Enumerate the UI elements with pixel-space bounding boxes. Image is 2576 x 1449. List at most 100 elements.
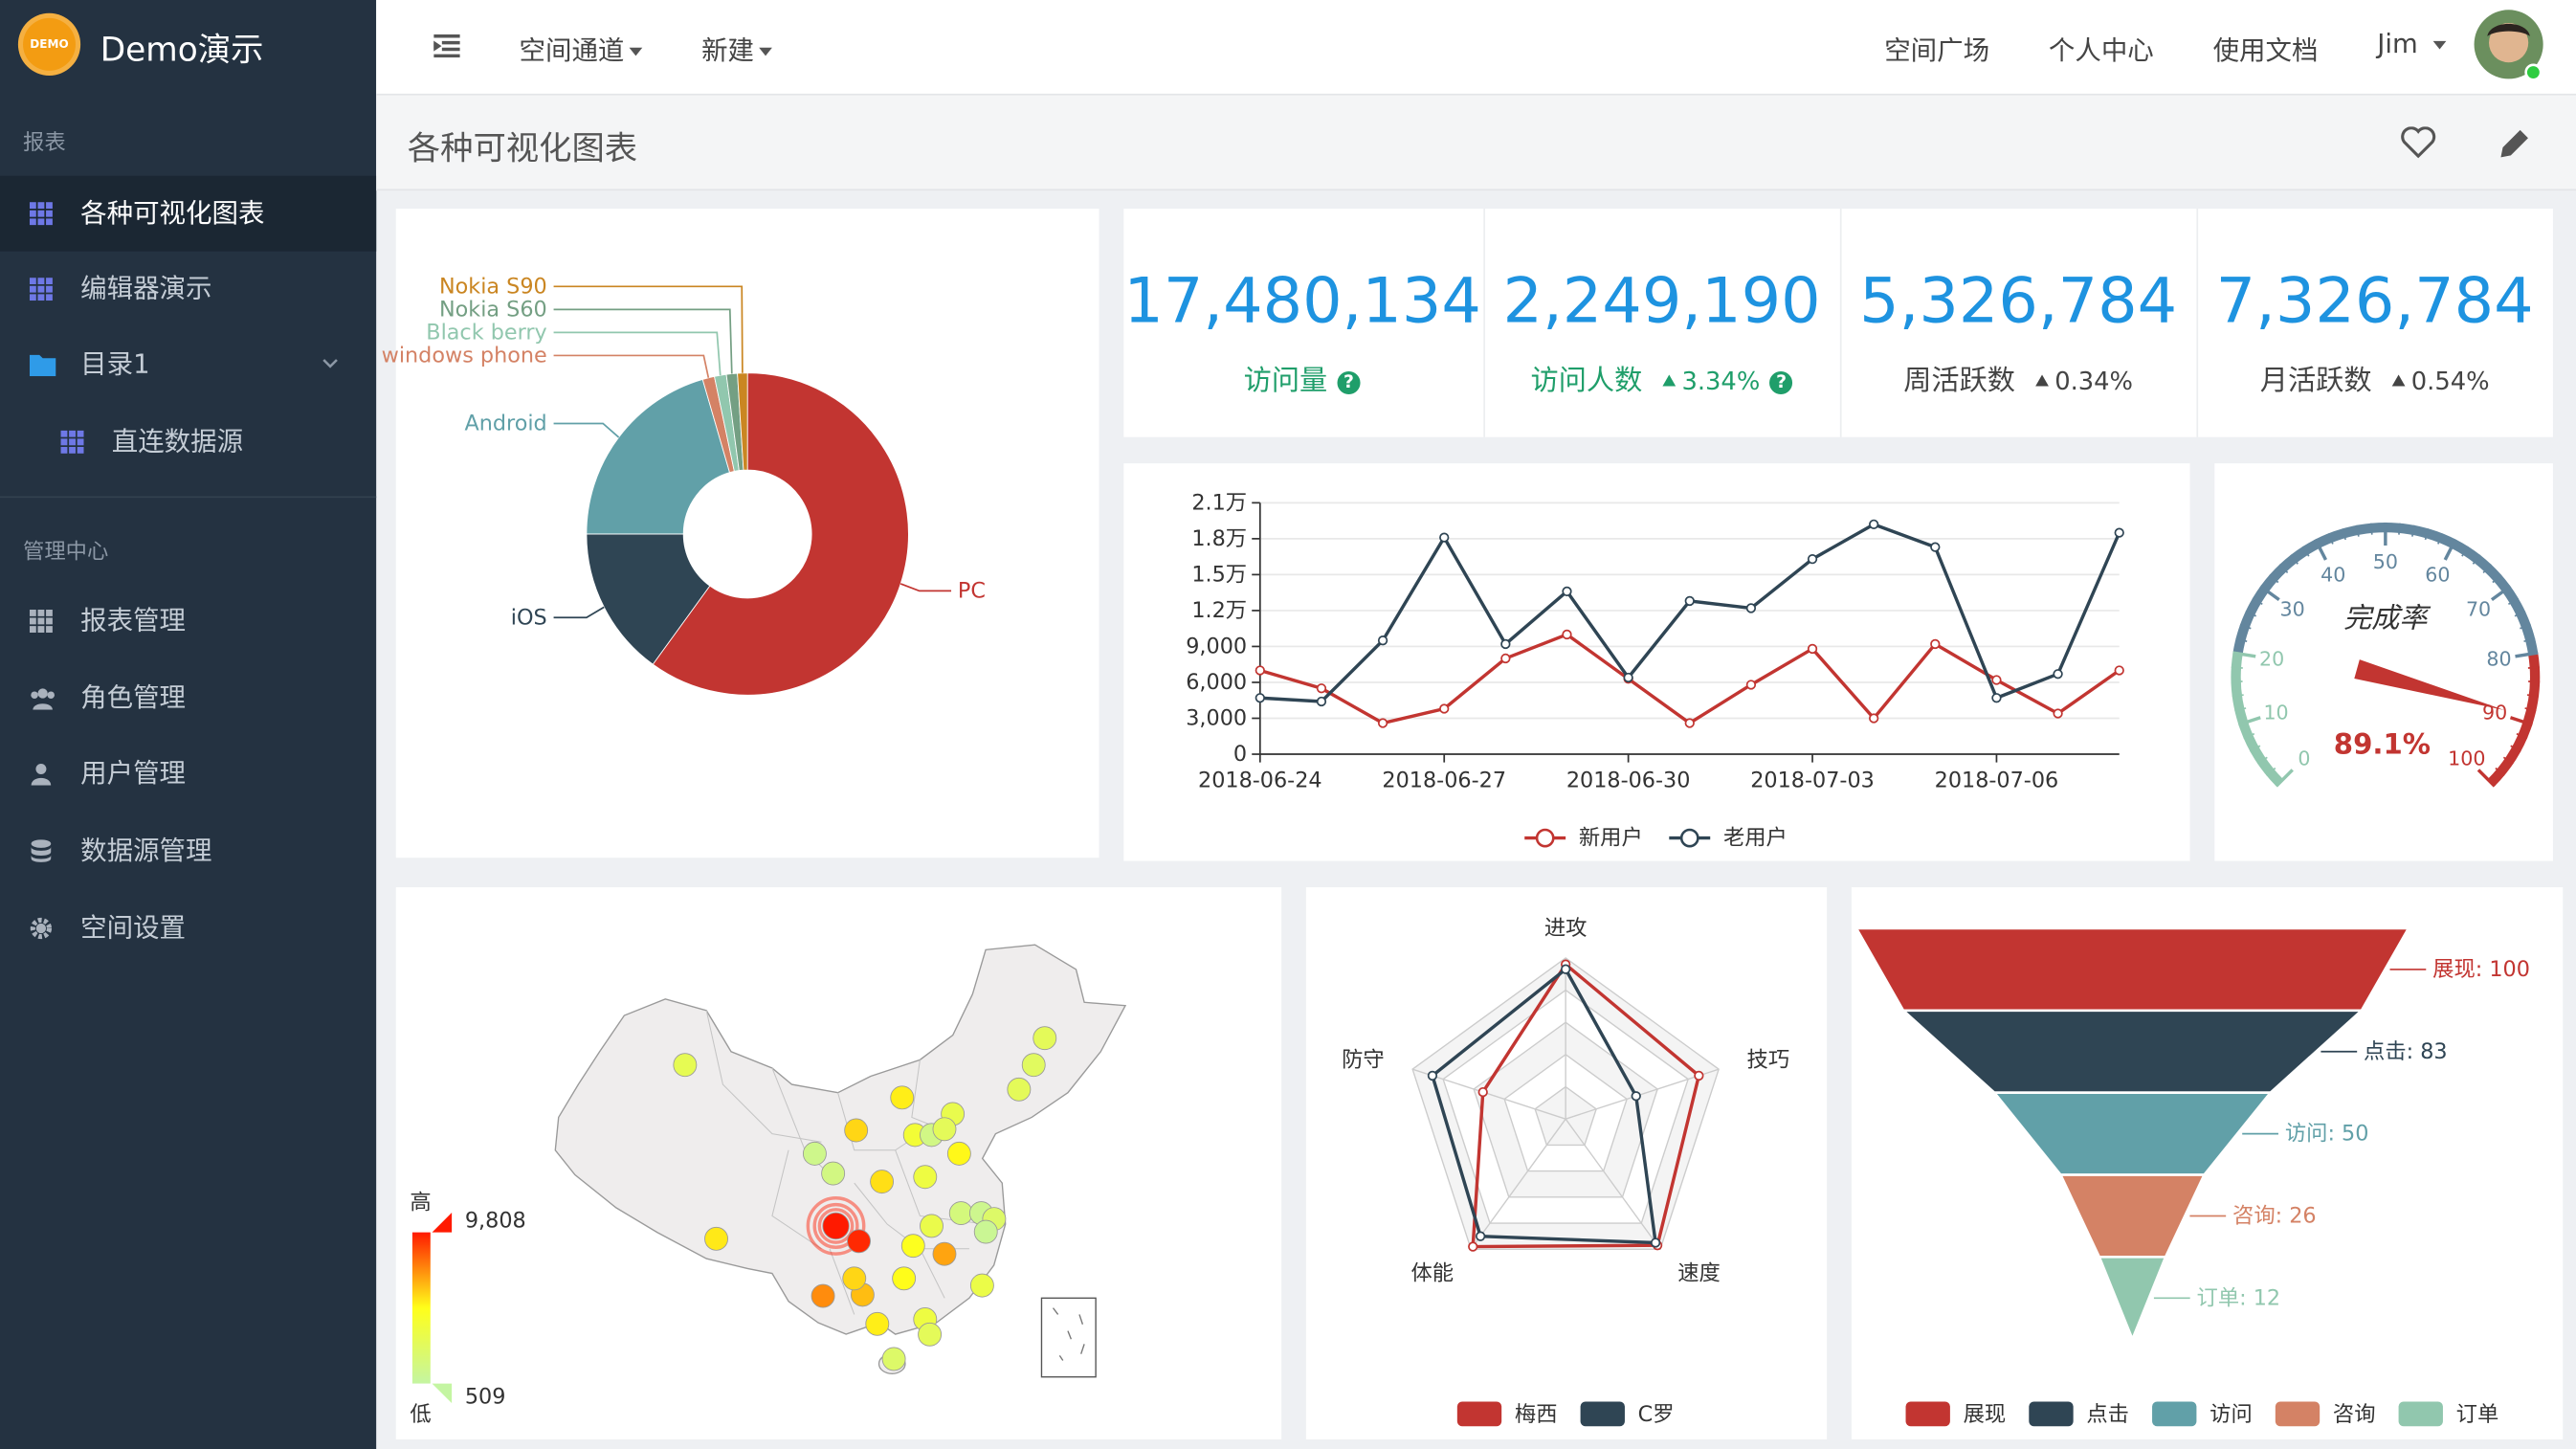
gauge-minor-tick xyxy=(2520,623,2531,630)
logo[interactable]: DEMO xyxy=(23,17,76,71)
user-icon xyxy=(31,763,52,786)
gauge-title: 完成率 xyxy=(2343,602,2431,635)
top-link[interactable]: 空间广场 xyxy=(1884,34,1990,66)
y-tick-label: 2.1万 xyxy=(1191,490,1247,515)
menu-dropdown[interactable]: 空间通道 xyxy=(520,28,643,67)
top-link[interactable]: 个人中心 xyxy=(2048,34,2154,66)
y-tick-label: 1.2万 xyxy=(1191,598,1247,623)
radar-indicator: 速度 xyxy=(1677,1260,1721,1285)
leader-line xyxy=(553,331,722,376)
up-arrow xyxy=(1661,374,1676,387)
stat-label-row: 访问人数 3.34%? xyxy=(1483,357,1840,398)
edit-button[interactable] xyxy=(2498,126,2531,159)
legend-label: 咨询 xyxy=(2333,1402,2376,1427)
funnel-segment xyxy=(1899,1009,2365,1094)
nav-item[interactable]: 角色管理 xyxy=(0,660,376,736)
gauge-minor-tick xyxy=(2524,707,2537,712)
gauge-tick-label: 30 xyxy=(2280,598,2305,621)
grid-icon xyxy=(29,202,53,226)
nav-item[interactable]: 编辑器演示 xyxy=(0,252,376,327)
gauge-minor-tick xyxy=(2243,732,2255,740)
funnel-label: 订单: 12 xyxy=(2197,1285,2281,1310)
gauge-split xyxy=(2490,585,2512,601)
pie-slice xyxy=(737,372,748,471)
y-tick-label: 0 xyxy=(1233,742,1247,767)
gauge-tick-label: 0 xyxy=(2298,747,2310,769)
nav-label: 直连数据源 xyxy=(111,425,244,457)
stat-change: 0.34% xyxy=(2054,366,2134,396)
stat-change: 3.34% xyxy=(1681,366,1761,396)
visual-map-high: 高 xyxy=(410,1191,431,1215)
gauge-split xyxy=(2476,769,2497,788)
pie-label: iOS xyxy=(511,605,547,630)
radar-point xyxy=(1560,964,1571,974)
nav-item[interactable]: 数据源管理 xyxy=(0,814,376,889)
gauge-minor-tick xyxy=(2250,745,2261,752)
gauge-minor-tick xyxy=(2527,666,2540,669)
radar-point xyxy=(1650,1237,1661,1248)
icon-shape xyxy=(60,430,84,454)
funnel-segment xyxy=(2058,1173,2207,1259)
leader-line xyxy=(553,354,710,378)
map-point xyxy=(865,1311,890,1336)
menu-dropdown[interactable]: 新建 xyxy=(701,28,772,67)
nav-item[interactable]: 目录1 xyxy=(0,327,376,403)
favorite-button[interactable] xyxy=(2400,126,2436,159)
divider xyxy=(0,496,377,499)
nav-item[interactable]: 用户管理 xyxy=(0,736,376,812)
stat-label: 访问人数 xyxy=(1530,365,1643,398)
map-point xyxy=(913,1165,938,1190)
top-link[interactable]: 使用文档 xyxy=(2212,34,2319,66)
line-point xyxy=(1377,718,1388,728)
leader-line xyxy=(553,606,605,619)
x-tick-label: 2018-07-06 xyxy=(1935,768,2059,792)
separator xyxy=(1483,209,1486,437)
pie-label: Black berry xyxy=(426,320,546,345)
gauge-value: 89.1% xyxy=(2334,728,2431,761)
menu-toggle[interactable] xyxy=(433,34,460,58)
funnel-label: 点击: 83 xyxy=(2364,1039,2448,1064)
stat: 5,326,784 周活跃数 0.34% xyxy=(1840,209,2197,437)
line-point xyxy=(1316,683,1327,694)
pie-slice xyxy=(586,378,731,535)
help-icon[interactable]: ? xyxy=(1769,371,1793,395)
gauge-minor-tick xyxy=(2234,707,2247,712)
user-menu[interactable]: Jim xyxy=(2377,28,2446,59)
legend-label: 订单 xyxy=(2456,1402,2499,1427)
x-tick-label: 2018-06-24 xyxy=(1198,768,1322,792)
legend-swatch xyxy=(2152,1401,2197,1427)
user-name: Jim xyxy=(2377,28,2418,59)
avatar-face xyxy=(2489,23,2529,63)
avatar[interactable] xyxy=(2473,9,2548,84)
brand[interactable]: Demo演示 xyxy=(100,29,264,70)
gauge-minor-tick xyxy=(2523,637,2536,643)
nav-item[interactable]: 空间设置 xyxy=(0,891,376,967)
nav-item[interactable]: 直连数据源 xyxy=(0,404,376,479)
map-point xyxy=(673,1053,698,1078)
inset-islands xyxy=(1052,1307,1085,1361)
line-point xyxy=(2114,665,2124,676)
visual-map-min: 509 xyxy=(465,1384,506,1409)
funnel-segment xyxy=(2097,1256,2167,1343)
visual-map-bar xyxy=(411,1232,431,1384)
gauge-tick-label: 60 xyxy=(2425,563,2450,586)
stat-label-row: 访问量? xyxy=(1123,357,1480,398)
pie-label: PC xyxy=(958,578,986,603)
map-point xyxy=(870,1170,895,1194)
nav-item[interactable]: 各种可视化图表 xyxy=(0,175,377,252)
map-point xyxy=(847,1229,872,1254)
nav-item[interactable]: 报表管理 xyxy=(0,583,376,658)
stat-label: 访问量 xyxy=(1243,365,1328,398)
radar-axis xyxy=(1565,1068,1720,1120)
help-icon[interactable]: ? xyxy=(1337,371,1361,395)
legend-label: 点击 xyxy=(2086,1402,2129,1427)
x-tick-label: 2018-07-03 xyxy=(1750,768,1875,792)
gauge-split xyxy=(2237,716,2261,726)
line-point xyxy=(2053,708,2063,719)
line-point xyxy=(1869,713,1879,724)
funnel-segment xyxy=(1991,1091,2274,1176)
gauge-minor-tick xyxy=(2355,524,2360,537)
gauge-minor-tick xyxy=(2502,756,2514,765)
section-title: 报表 xyxy=(23,131,66,157)
line-point xyxy=(2053,669,2063,680)
